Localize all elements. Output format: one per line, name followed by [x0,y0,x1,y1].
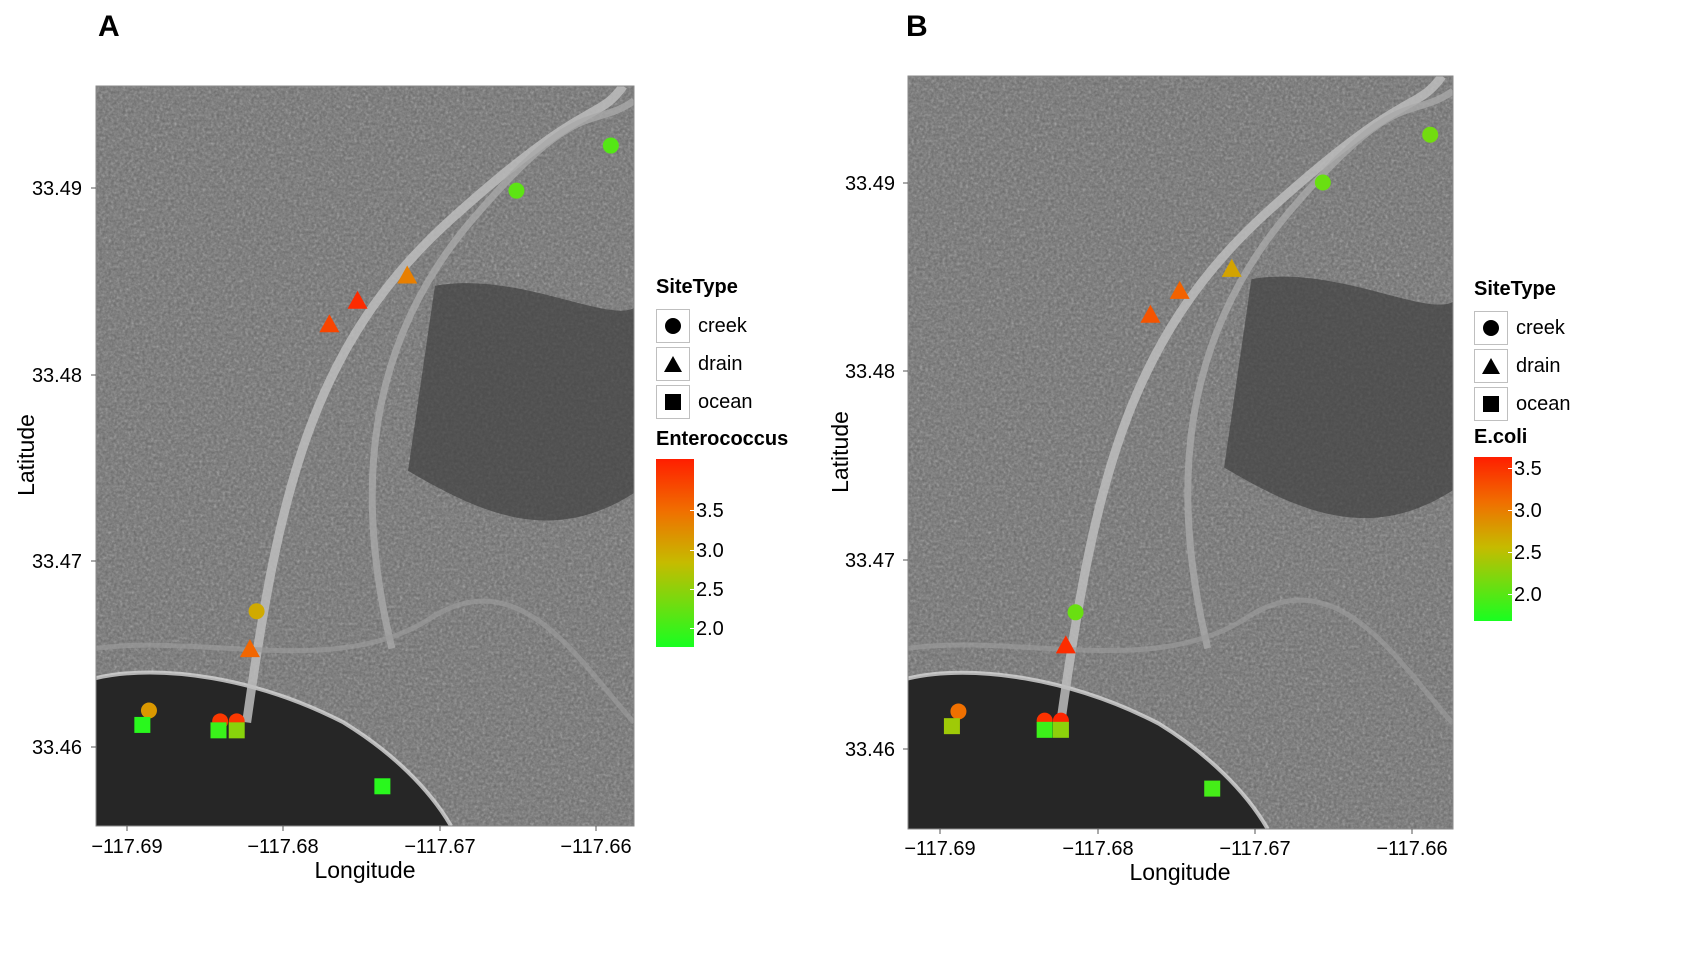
scale-tick-label: 2.0 [690,618,724,640]
y-tick-label: 33.49 [845,173,895,195]
x-tick-label: −117.66 [560,836,631,858]
square-icon [656,385,690,419]
legend-item-drain: drain [656,345,753,383]
scale-tick-label: 2.5 [690,579,724,601]
creek-site-marker [508,182,525,199]
ocean-site-marker [134,716,151,733]
drain-site-marker [1221,258,1242,277]
scale-tick-label: 2.0 [1508,584,1542,606]
color-scale-bar [1474,457,1512,621]
y-tick-label: 33.46 [845,739,895,761]
ocean-site-marker [943,718,960,735]
legend-item-creek: creek [1474,309,1571,347]
y-axis-title: Latitude [827,411,853,493]
creek-site-marker [950,703,967,720]
x-axis-title: Longitude [1129,859,1230,885]
ocean-site-marker [374,778,391,795]
legend-item-drain: drain [1474,347,1571,385]
legend-label: ocean [698,390,753,413]
ocean-site-marker [1036,721,1053,738]
drain-site-marker [239,639,260,658]
y-tick-label: 33.48 [845,361,895,383]
map-plot-ecoli: 33.49 33.48 33.47 33.46 −117.69 −117.68 … [827,75,1454,885]
x-tick-label: −117.67 [1219,838,1290,860]
square-icon [1474,387,1508,421]
scale-tick-label: 3.0 [690,540,724,562]
ocean-site-marker [210,722,227,739]
y-tick-label: 33.49 [32,178,82,200]
creek-site-marker [1422,126,1439,143]
y-tick-label: 33.46 [32,737,82,759]
legend-item-creek: creek [656,307,753,345]
panel-letter: A [98,10,120,43]
sitetype-legend: SiteType creek drain ocean [1474,278,1571,423]
y-tick-label: 33.47 [32,551,82,573]
panel-b: B 33.49 33.48 33.47 33.46 −117.69 −117.6… [827,0,1696,954]
x-axis-title: Longitude [314,857,415,883]
legend-item-ocean: ocean [656,383,753,421]
color-scale-bar [656,459,694,647]
x-tick-label: −117.67 [404,836,475,858]
scale-tick-label: 3.5 [1508,458,1542,480]
y-axis-title: Latitude [13,414,39,496]
x-tick-label: −117.68 [247,836,318,858]
scale-tick-label: 2.5 [1508,542,1542,564]
x-tick-label: −117.66 [1376,838,1447,860]
ocean-site-marker [1204,780,1221,797]
creek-site-marker [248,603,265,620]
drain-site-marker [319,314,340,333]
satellite-basemap [96,86,634,826]
drain-site-marker [397,265,418,284]
x-tick-label: −117.69 [91,836,162,858]
creek-site-marker [602,137,619,154]
drain-site-marker [347,290,368,309]
drain-site-marker [1055,635,1076,654]
legend-title: Enterococcus [656,428,789,450]
legend-title: E.coli [1474,426,1528,448]
legend-label: creek [1516,316,1565,339]
x-tick-label: −117.68 [1062,838,1133,860]
enterococcus-legend: Enterococcus 3.5 3.0 2.5 2.0 [656,428,788,647]
legend-label: ocean [1516,392,1571,415]
drain-site-marker [1140,304,1161,323]
triangle-icon [1474,349,1508,383]
ocean-site-marker [1052,721,1069,738]
scale-tick-label: 3.0 [1508,500,1542,522]
circle-icon [1474,311,1508,345]
creek-site-marker [140,702,157,719]
creek-site-marker [1314,174,1331,191]
circle-icon [656,309,690,343]
panel-letter: B [906,10,928,43]
sitetype-legend: SiteType creek drain ocean [656,276,753,421]
ocean-site-marker [228,722,245,739]
legend-title: SiteType [656,276,738,298]
x-tick-label: −117.69 [904,838,975,860]
satellite-basemap [908,76,1453,829]
legend-label: creek [698,314,747,337]
map-plot-enterococcus: 33.49 33.48 33.47 33.46 −117.69 −117.68 … [13,85,635,883]
triangle-icon [656,347,690,381]
legend-label: drain [698,352,743,375]
y-tick-label: 33.48 [32,365,82,387]
y-tick-label: 33.47 [845,550,895,572]
drain-site-marker [1169,280,1190,299]
scale-tick-label: 3.5 [690,500,724,522]
legend-title: SiteType [1474,278,1556,300]
panel-a: A 33.49 33.48 33.47 33.46 −117.69 −117.6… [13,10,788,883]
legend-label: drain [1516,354,1561,377]
ecoli-legend: E.coli 3.5 3.0 2.5 2.0 [1474,426,1542,621]
legend-item-ocean: ocean [1474,385,1571,423]
creek-site-marker [1067,604,1084,621]
